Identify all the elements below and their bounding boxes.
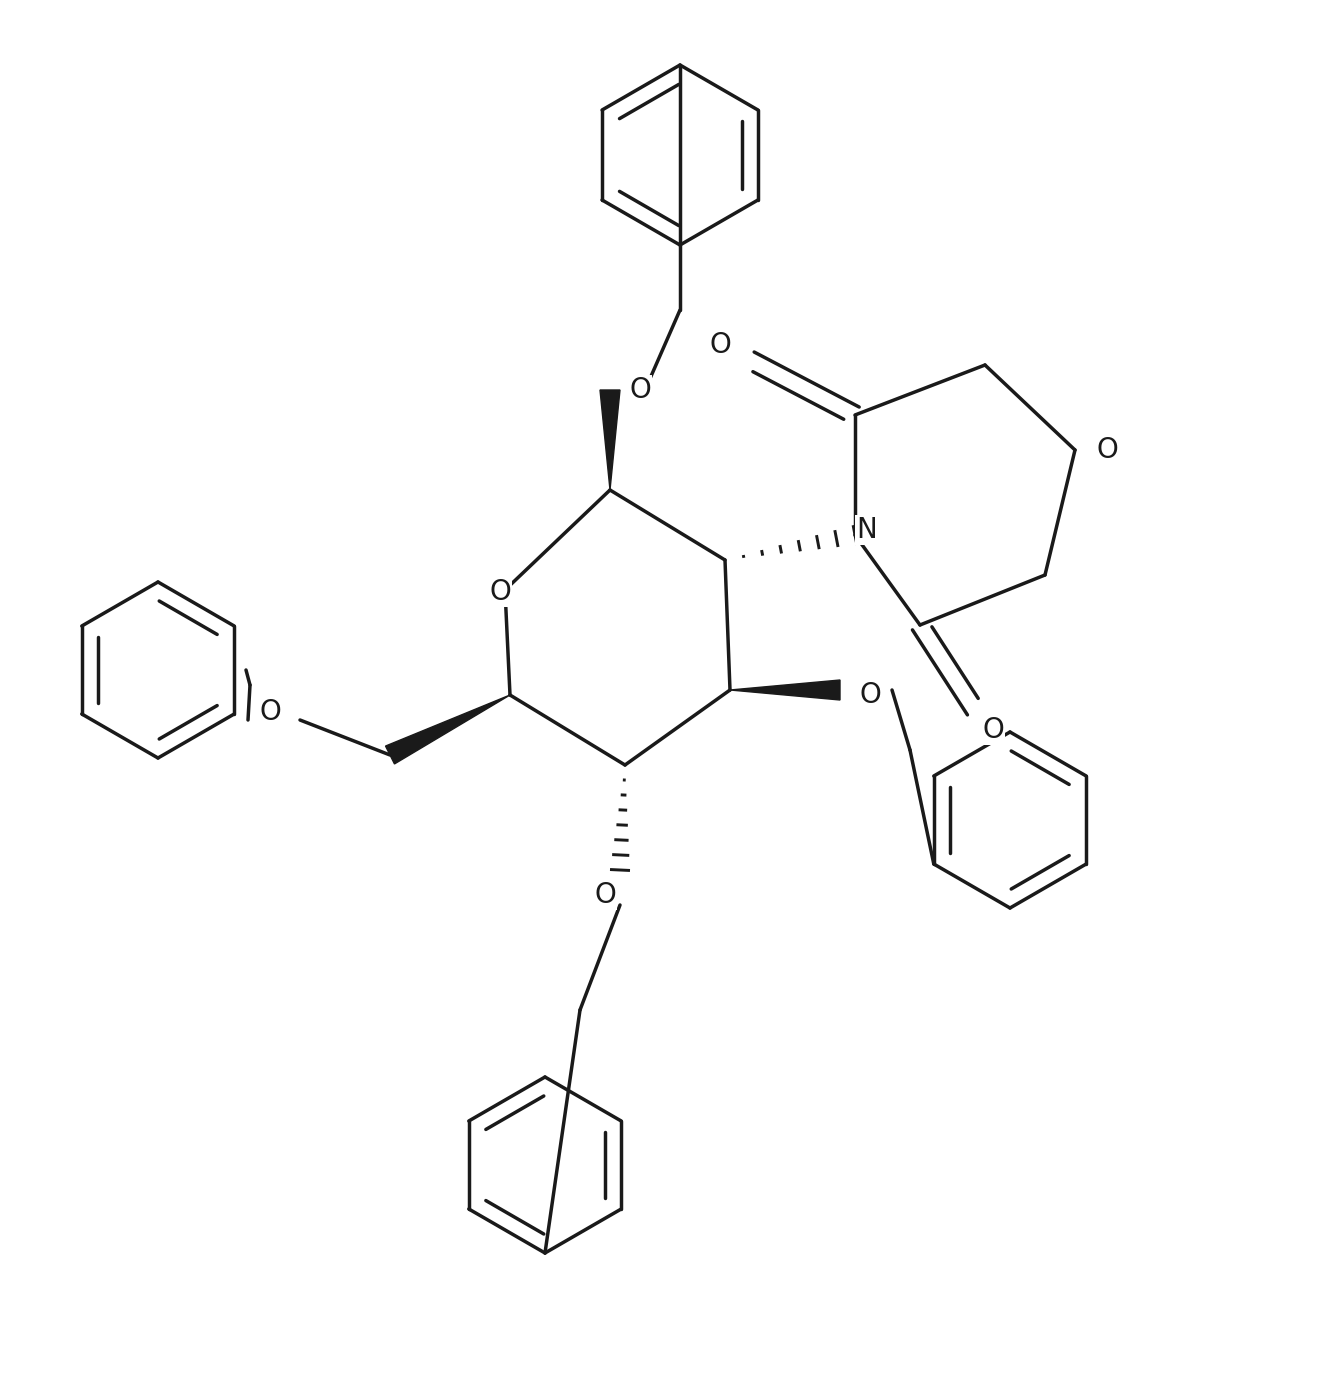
Text: O: O xyxy=(982,716,1005,744)
Text: O: O xyxy=(1096,436,1118,463)
Text: O: O xyxy=(630,376,651,403)
Text: O: O xyxy=(709,331,731,359)
Text: O: O xyxy=(859,681,880,709)
Polygon shape xyxy=(730,680,840,699)
Text: N: N xyxy=(857,517,878,544)
Polygon shape xyxy=(385,695,510,764)
Polygon shape xyxy=(601,389,620,490)
Text: O: O xyxy=(490,578,511,606)
Text: O: O xyxy=(594,881,616,909)
Text: O: O xyxy=(259,698,281,726)
